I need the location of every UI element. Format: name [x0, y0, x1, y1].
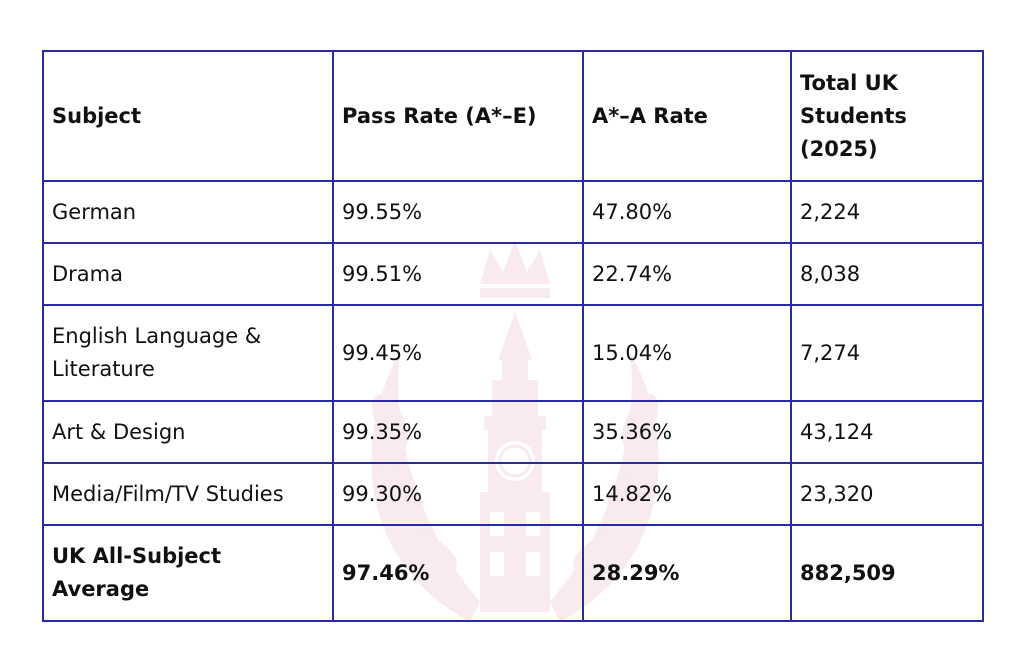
cell-total-students: 882,509: [790, 524, 984, 622]
header-subject: Subject: [42, 50, 334, 182]
cell-subject: Media/Film/TV Studies: [42, 462, 334, 526]
header-total-students: Total UK Students (2025): [790, 50, 984, 182]
cell-pass-rate: 99.51%: [332, 242, 584, 306]
cell-subject: Art & Design: [42, 400, 334, 464]
cell-total-students: 8,038: [790, 242, 984, 306]
cell-a-star-a-rate: 15.04%: [582, 304, 792, 402]
cell-a-star-a-rate: 47.80%: [582, 180, 792, 244]
cell-subject: English Language & Literature: [42, 304, 334, 402]
table-row: English Language & Literature 99.45% 15.…: [42, 304, 984, 402]
cell-subject: UK All-Subject Average: [42, 524, 334, 622]
cell-total-students: 43,124: [790, 400, 984, 464]
cell-subject: Drama: [42, 242, 334, 306]
cell-pass-rate: 99.30%: [332, 462, 584, 526]
table-row: Drama 99.51% 22.74% 8,038: [42, 242, 984, 306]
cell-a-star-a-rate: 14.82%: [582, 462, 792, 526]
average-row: UK All-Subject Average 97.46% 28.29% 882…: [42, 524, 984, 622]
header-pass-rate: Pass Rate (A*–E): [332, 50, 584, 182]
table-row: Art & Design 99.35% 35.36% 43,124: [42, 400, 984, 464]
table-row: German 99.55% 47.80% 2,224: [42, 180, 984, 244]
cell-total-students: 7,274: [790, 304, 984, 402]
cell-total-students: 2,224: [790, 180, 984, 244]
cell-a-star-a-rate: 28.29%: [582, 524, 792, 622]
cell-a-star-a-rate: 22.74%: [582, 242, 792, 306]
cell-subject: German: [42, 180, 334, 244]
cell-pass-rate: 99.55%: [332, 180, 584, 244]
header-a-star-a-rate: A*–A Rate: [582, 50, 792, 182]
cell-total-students: 23,320: [790, 462, 984, 526]
table-row: Media/Film/TV Studies 99.30% 14.82% 23,3…: [42, 462, 984, 526]
cell-a-star-a-rate: 35.36%: [582, 400, 792, 464]
results-table: Subject Pass Rate (A*–E) A*–A Rate Total…: [42, 50, 984, 622]
cell-pass-rate: 99.35%: [332, 400, 584, 464]
header-row: Subject Pass Rate (A*–E) A*–A Rate Total…: [42, 50, 984, 182]
cell-pass-rate: 99.45%: [332, 304, 584, 402]
cell-pass-rate: 97.46%: [332, 524, 584, 622]
